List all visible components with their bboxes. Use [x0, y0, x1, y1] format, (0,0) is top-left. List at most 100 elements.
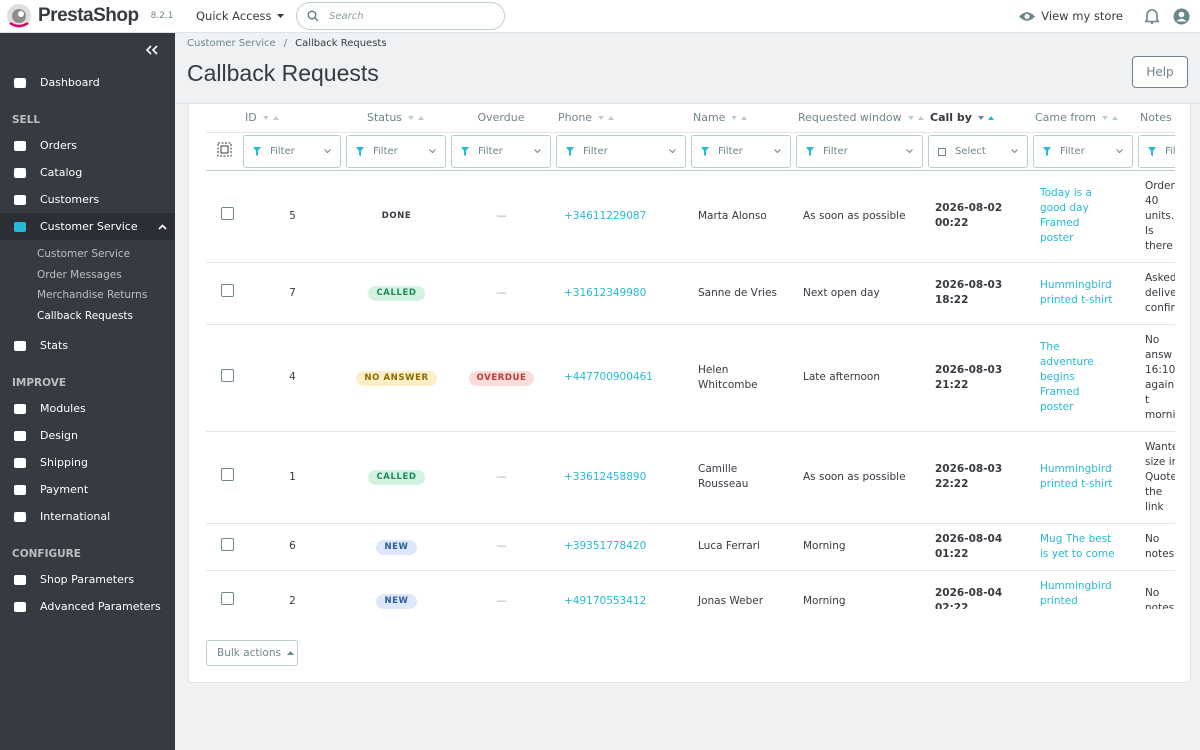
nav-item[interactable]: Orders: [0, 132, 175, 159]
sort-arrows[interactable]: [1102, 115, 1119, 121]
filter-field[interactable]: Filter: [1138, 134, 1175, 168]
filter-field[interactable]: Filter: [243, 134, 341, 168]
nav-item[interactable]: Shop Parameters: [0, 566, 175, 593]
filter-field[interactable]: Select: [928, 134, 1028, 168]
breadcrumb-item[interactable]: Callback Requests: [295, 38, 387, 49]
breadcrumb-item[interactable]: Customer Service: [187, 38, 276, 49]
nav-item[interactable]: International: [0, 503, 175, 530]
phone-link[interactable]: +49170553412: [564, 594, 647, 607]
submenu-item[interactable]: Merchandise Returns: [37, 289, 148, 301]
filter-field[interactable]: Filter: [346, 134, 446, 168]
notes-text: Wanted size in Quoted the link: [1145, 440, 1175, 513]
row-checkbox[interactable]: [221, 284, 234, 297]
notifications[interactable]: [1145, 8, 1159, 24]
phone-link[interactable]: +39351778420: [564, 540, 647, 552]
submenu-item[interactable]: Customer Service: [37, 248, 131, 260]
bulk-actions[interactable]: Bulk actions: [206, 640, 298, 666]
nav-item[interactable]: Modules: [0, 395, 175, 422]
phone-link[interactable]: +31612349980: [564, 286, 647, 299]
row-checkbox[interactable]: [221, 592, 234, 605]
nav-item[interactable]: Advanced Parameters: [0, 593, 175, 620]
chevron: [774, 148, 781, 153]
table-row[interactable]: 6 NEW — +39351778420 Luca Ferrari Morning 2026…: [206, 523, 1175, 571]
window-cell: Morning: [794, 570, 926, 609]
logo[interactable]: PrestaShop 8.2.1: [6, 3, 186, 29]
notes-cell: Wanted size in Quoted the link: [1136, 431, 1175, 524]
row-checkbox[interactable]: [221, 207, 234, 220]
nav-item[interactable]: Design: [0, 422, 175, 449]
product-link[interactable]: Hummingbird printed sweater: [1040, 579, 1112, 607]
nav-label: Modules: [40, 402, 86, 415]
sort-arrows[interactable]: [598, 115, 615, 121]
phone-link[interactable]: +33612458890: [564, 470, 647, 483]
row-checkbox[interactable]: [221, 468, 234, 481]
nav-label: Advanced Parameters: [40, 600, 161, 613]
filter-cell: Filter: [794, 131, 926, 171]
sort-arrows[interactable]: [262, 115, 280, 121]
table-wrapper: ID Status Overdue Phone Name Requested window…: [206, 104, 1175, 609]
view-store[interactable]: View my store: [1019, 9, 1123, 23]
table-row[interactable]: 5 DONE — +34611229087 Marta Alonso As soon as…: [206, 170, 1175, 263]
filter-field[interactable]: Filter: [556, 134, 686, 168]
nav-label: Stats: [40, 339, 69, 352]
overdue-cell: OVERDUE: [449, 324, 554, 432]
nav-label: Customer Service: [40, 220, 138, 233]
product-link[interactable]: The adventure begins Framed poster: [1040, 341, 1094, 413]
phone-link[interactable]: +447700900461: [564, 371, 653, 383]
sort-arrows[interactable]: [907, 115, 925, 121]
submenu-item[interactable]: Order Messages: [37, 268, 122, 281]
table-row[interactable]: 2 NEW — +49170553412 Jonas Weber Morning 2026-…: [206, 570, 1175, 609]
table-row[interactable]: 7 CALLED — +31612349980 Sanne de Vries Next o…: [206, 262, 1175, 325]
table-row[interactable]: 4 NO ANSWER OVERDUE +447700900461 Helen Whit…: [206, 324, 1175, 432]
submenu-item[interactable]: Callback Requests: [37, 309, 134, 322]
select-cell: [206, 262, 241, 325]
quick-access[interactable]: Quick Access: [196, 9, 296, 23]
row-checkbox[interactable]: [221, 537, 234, 551]
sort-arrows[interactable]: [731, 115, 748, 121]
nav-item[interactable]: Stats: [0, 332, 175, 359]
column-label: Call by: [930, 111, 972, 125]
overdue-cell: —: [449, 262, 554, 325]
nav-item[interactable]: Shipping: [0, 449, 175, 476]
sort-arrows[interactable]: [408, 115, 425, 121]
filter-field[interactable]: Filter: [796, 134, 923, 168]
filter-field[interactable]: Filter: [691, 134, 791, 168]
came-from-cell: Hummingbird printed t-shirt: [1031, 431, 1136, 524]
column-header: Notes: [1136, 104, 1175, 132]
help-button[interactable]: Help: [1132, 56, 1188, 88]
nav-item[interactable]: Payment: [0, 476, 175, 503]
brand: PrestaShop: [38, 5, 139, 26]
nav-label: International: [40, 510, 111, 523]
nav-item[interactable]: Catalog: [0, 159, 175, 186]
nav-item[interactable]: Dashboard: [0, 69, 175, 96]
call-by-cell: 2026-08-03 18:22: [926, 262, 1031, 325]
select-cell: [206, 431, 241, 524]
column-header: Overdue: [449, 104, 554, 132]
phone-cell: +34611229087: [554, 170, 689, 263]
nav-item[interactable]: Customers: [0, 186, 175, 213]
id-cell: 4: [241, 324, 344, 432]
product-link[interactable]: Today is a good day Framed poster: [1040, 187, 1092, 244]
select-all[interactable]: [217, 142, 232, 157]
chevron: [324, 148, 331, 153]
filter-field[interactable]: Filter: [1033, 134, 1133, 168]
phone-link[interactable]: +34611229087: [564, 209, 647, 222]
collapse-toggle[interactable]: [146, 45, 158, 55]
sort-arrows[interactable]: [977, 115, 995, 121]
filter-label: Filter: [1165, 145, 1175, 157]
nav-item[interactable]: Customer Service: [0, 213, 175, 240]
product-link[interactable]: Hummingbird printed t-shirt: [1040, 463, 1113, 490]
account[interactable]: [1173, 8, 1190, 25]
filter-label: Filter: [270, 145, 295, 157]
table-row[interactable]: 1 CALLED — +33612458890 Camille Rousseau As s…: [206, 431, 1175, 524]
product-link[interactable]: Hummingbird printed t-shirt: [1040, 279, 1113, 306]
filter-field[interactable]: Filter: [451, 134, 551, 168]
search[interactable]: Search: [296, 2, 505, 30]
row-checkbox[interactable]: [221, 368, 234, 382]
chevron: [1116, 148, 1123, 153]
overdue-cell: —: [449, 523, 554, 571]
submenu: Customer Service Order Messages Merchandis…: [0, 240, 175, 332]
column-label: Notes: [1140, 111, 1172, 125]
product-link[interactable]: Mug The best is yet to come: [1040, 532, 1115, 560]
filter-icon: [1043, 146, 1051, 156]
